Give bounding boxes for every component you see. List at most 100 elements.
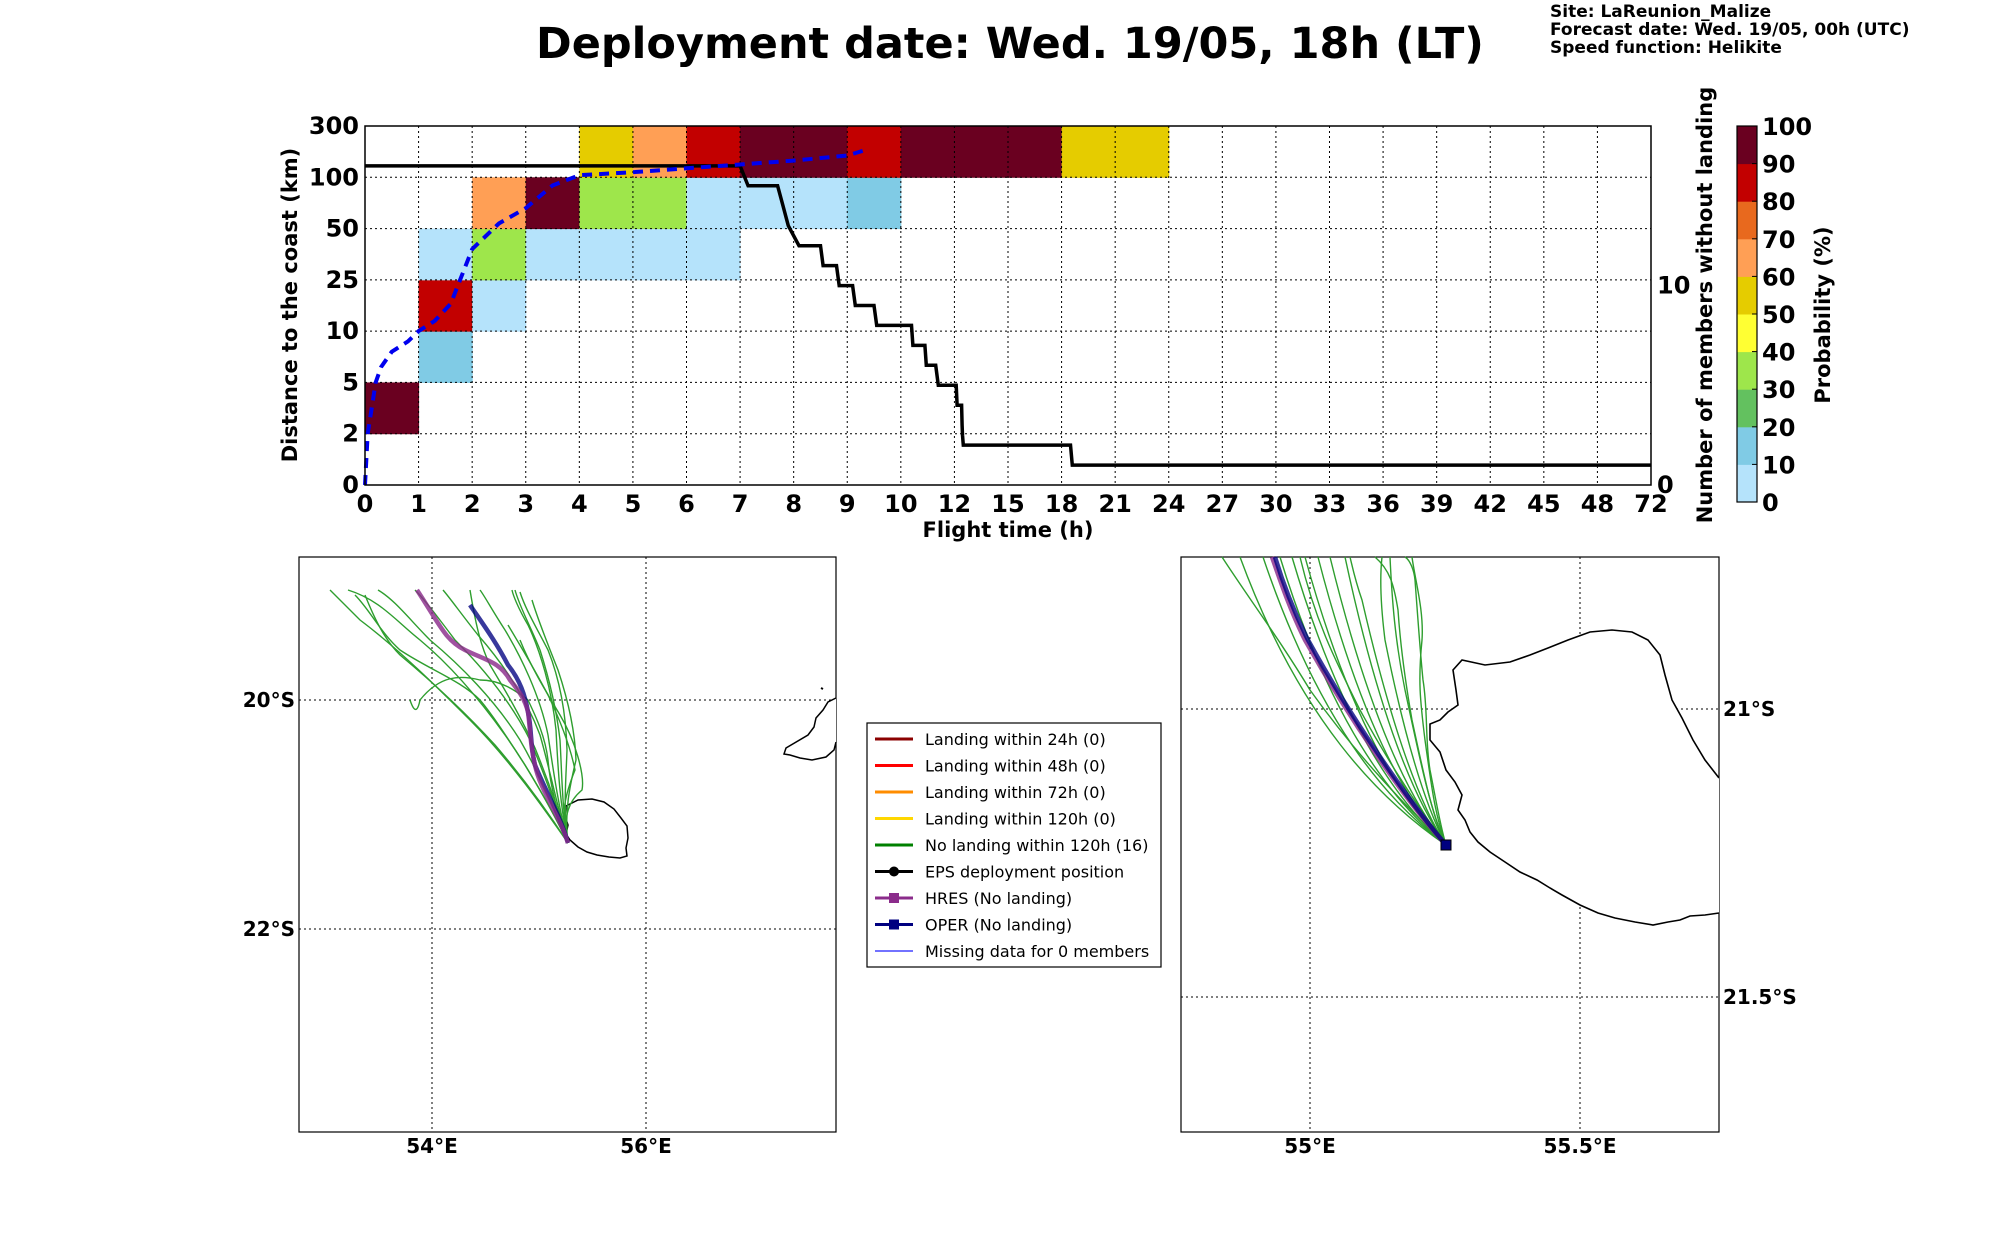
colorbar-segment bbox=[1737, 126, 1757, 165]
legend-entry: Landing within 72h (0) bbox=[875, 783, 1106, 802]
x-tick-label: 8 bbox=[785, 490, 802, 518]
x-tick-label: 33 bbox=[1313, 490, 1346, 518]
colorbar-tick-label: 40 bbox=[1762, 339, 1795, 367]
legend-entry: HRES (No landing) bbox=[875, 889, 1072, 908]
left-map-ensemble-trajectories bbox=[329, 589, 584, 844]
members-without-landing-line bbox=[365, 164, 1651, 467]
heatmap-frame bbox=[364, 125, 1652, 486]
y2-tick-label: 0 bbox=[1657, 471, 1674, 499]
colorbar-segment bbox=[1737, 314, 1757, 353]
heatmap-cell bbox=[579, 228, 634, 281]
legend-entry: OPER (No landing) bbox=[875, 916, 1072, 935]
legend-label: HRES (No landing) bbox=[925, 889, 1072, 908]
left-map-hres-trajectory bbox=[415, 588, 571, 844]
x-tick-label: 10 bbox=[884, 490, 917, 518]
y-tick-label: 50 bbox=[326, 215, 359, 243]
colorbar-segment bbox=[1737, 351, 1757, 390]
legend-items: Landing within 24h (0) Landing within 48h… bbox=[875, 730, 1149, 961]
y-tick-label: 100 bbox=[309, 163, 359, 191]
legend-entry: Landing within 24h (0) bbox=[875, 730, 1106, 749]
x-tick-label: 42 bbox=[1474, 490, 1507, 518]
colorbar-tick-label: 0 bbox=[1762, 489, 1779, 517]
heatmap-cell bbox=[579, 177, 634, 230]
heatmap-cell bbox=[793, 126, 848, 178]
x-tick-label: 9 bbox=[839, 490, 856, 518]
heatmap-cell bbox=[686, 228, 741, 281]
left-map-frame bbox=[298, 556, 837, 1133]
colorbar-label: Probability (%) bbox=[1811, 226, 1835, 403]
heatmap-cell bbox=[793, 177, 848, 230]
x-tick-label: 48 bbox=[1581, 490, 1614, 518]
colorbar-segment bbox=[1737, 276, 1757, 315]
heatmap-cell bbox=[686, 126, 741, 178]
x-tick-label: 24 bbox=[1152, 490, 1185, 518]
colorbar-tick-label: 90 bbox=[1762, 151, 1795, 179]
y2-tick-labels: 0 10 bbox=[1657, 272, 1690, 499]
colorbar-segment bbox=[1737, 238, 1757, 277]
legend-entry: Landing within 48h (0) bbox=[875, 757, 1106, 776]
y-tick-label: 25 bbox=[326, 266, 359, 294]
left-map-ytick: 22°S bbox=[243, 917, 295, 941]
colorbar-segment bbox=[1737, 464, 1757, 503]
x-tick-label: 2 bbox=[464, 490, 481, 518]
right-map-xtick: 55.5°E bbox=[1543, 1134, 1616, 1158]
heatmap-cell bbox=[418, 331, 473, 383]
colorbar-tick-label: 80 bbox=[1762, 188, 1795, 216]
colorbar-tick-label: 70 bbox=[1762, 226, 1795, 254]
y-tick-label: 10 bbox=[326, 317, 359, 345]
legend-marker bbox=[889, 866, 899, 877]
heatmap-cell bbox=[740, 126, 795, 178]
x-tick-label: 3 bbox=[517, 490, 534, 518]
legend-label: Missing data for 0 members bbox=[925, 942, 1149, 961]
legend-label: Landing within 48h (0) bbox=[925, 757, 1106, 776]
x-tick-label: 6 bbox=[678, 490, 695, 518]
x-tick-label: 5 bbox=[625, 490, 642, 518]
speed-label: Speed function: Helikite bbox=[1550, 38, 1782, 58]
x-tick-label: 36 bbox=[1366, 490, 1399, 518]
colorbar-segment bbox=[1737, 389, 1757, 428]
y-tick-label: 2 bbox=[342, 420, 359, 448]
heatmap-cell bbox=[632, 228, 687, 281]
y2-tick-label: 10 bbox=[1657, 272, 1690, 300]
heatmap-cell bbox=[686, 177, 741, 230]
colorbar-tick-label: 60 bbox=[1762, 263, 1795, 291]
colorbar-segment bbox=[1737, 426, 1757, 465]
heatmap-cell bbox=[1008, 126, 1063, 178]
legend-label: Landing within 120h (0) bbox=[925, 810, 1116, 829]
heatmap-cell bbox=[632, 126, 687, 178]
legend-label: Landing within 24h (0) bbox=[925, 730, 1106, 749]
x-tick-label: 27 bbox=[1206, 490, 1239, 518]
x-tick-labels: 0 1 2 3 4 5 6 7 8 9 10 12 15 18 21 24 27 30 33 36 39 42 45 48 72 bbox=[357, 490, 1668, 518]
heatmap-cell bbox=[579, 126, 634, 178]
heatmap-cell bbox=[418, 279, 473, 332]
x-axis-label: Flight time (h) bbox=[923, 518, 1094, 542]
legend-label: EPS deployment position bbox=[925, 863, 1124, 882]
x-tick-label: 45 bbox=[1527, 490, 1560, 518]
colorbar-segment bbox=[1737, 201, 1757, 240]
left-map-xtick: 56°E bbox=[620, 1134, 672, 1158]
right-map-ytick: 21.5°S bbox=[1723, 985, 1797, 1009]
legend-entry: EPS deployment position bbox=[875, 863, 1124, 882]
right-map-oper-trajectory bbox=[1272, 556, 1448, 847]
heatmap-cells bbox=[365, 126, 1170, 435]
distance-dashed-line bbox=[363, 147, 870, 486]
legend-entry: Missing data for 0 members bbox=[875, 942, 1149, 961]
x-tick-label: 39 bbox=[1420, 490, 1453, 518]
mauritius-island-outline bbox=[783, 697, 837, 761]
left-map: 54°E 56°E 20°S 22°S bbox=[243, 556, 837, 1158]
y2-axis-label: Number of members without landing bbox=[1693, 87, 1717, 524]
y-axis-label: Distance to the coast (km) bbox=[278, 148, 302, 463]
legend-marker bbox=[889, 919, 899, 930]
right-map-ytick: 21°S bbox=[1723, 697, 1775, 721]
colorbar-tick-label: 10 bbox=[1762, 451, 1795, 479]
colorbar-tick-label: 30 bbox=[1762, 376, 1795, 404]
heatmap-cell bbox=[847, 177, 902, 230]
colorbar-tick-label: 50 bbox=[1762, 301, 1795, 329]
left-map-ytick: 20°S bbox=[243, 688, 295, 712]
x-tick-label: 21 bbox=[1098, 490, 1131, 518]
colorbar-tick-label: 100 bbox=[1762, 113, 1812, 141]
legend-marker bbox=[889, 893, 899, 903]
heatmap-cell bbox=[1061, 126, 1116, 178]
x-tick-label: 7 bbox=[732, 490, 749, 518]
